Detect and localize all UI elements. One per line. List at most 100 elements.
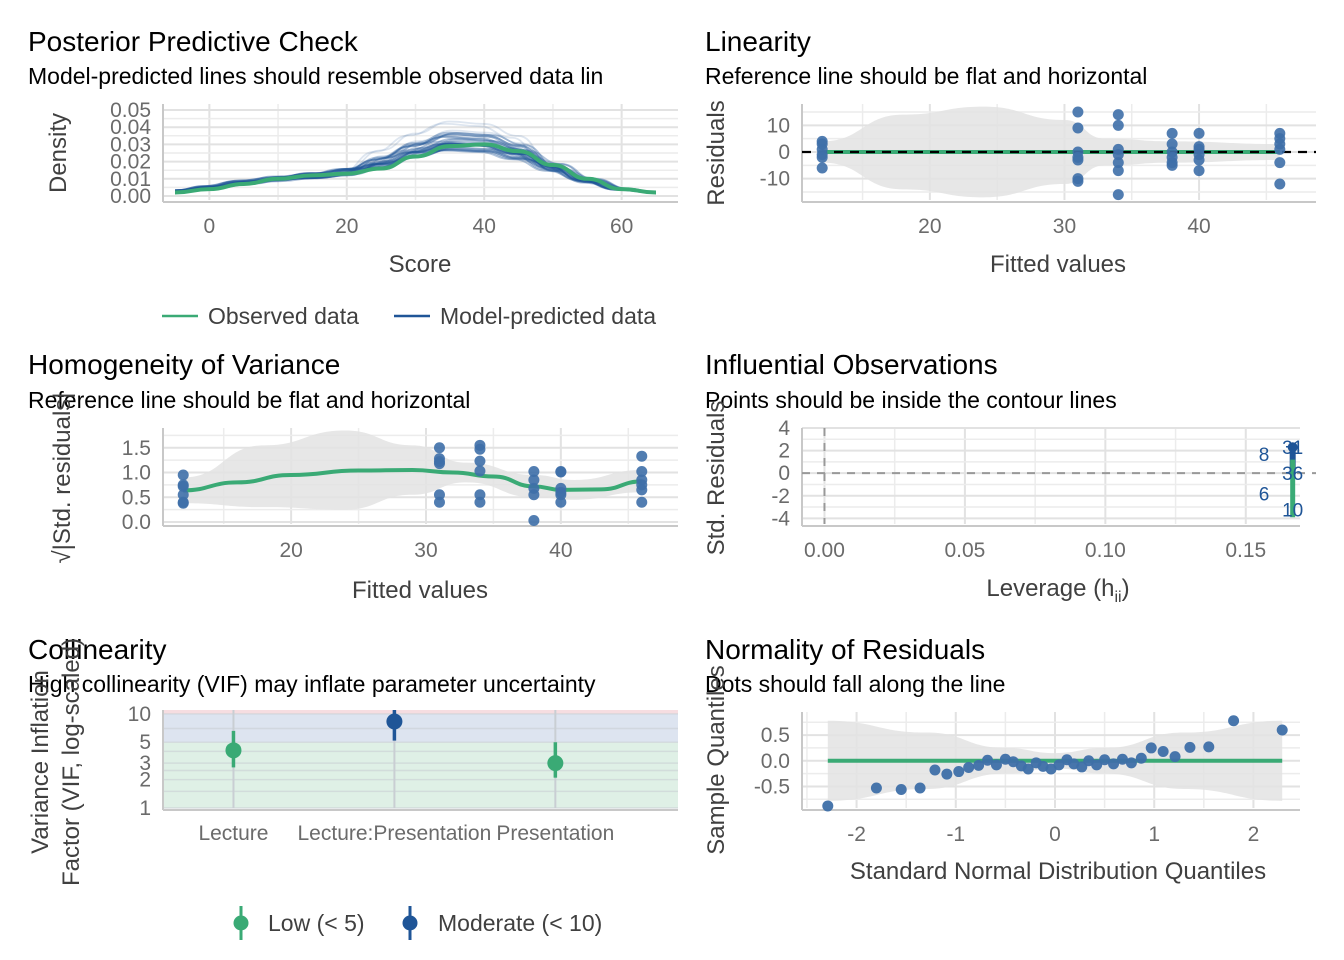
influential-x-axis-title-main: Leverage (h [986,575,1114,602]
panel-ppc: Posterior Predictive Check Model-predict… [28,26,678,329]
normality-point [870,782,882,794]
linearity-point [1072,106,1084,118]
normality-point [1091,759,1103,771]
normality-point [929,764,941,776]
ppc-y-axis-title: Density [45,113,72,193]
linearity-subtitle: Reference line should be flat and horizo… [705,63,1147,89]
normality-point [1135,752,1147,764]
ppc-subtitle: Model-predicted lines should resemble ob… [28,63,603,89]
linearity-point [1274,178,1286,190]
normality-point [1157,746,1169,758]
homogeneity-y-tick-label: 0.5 [122,486,151,509]
ppc-predicted-line [174,140,657,194]
linearity-point [1166,127,1178,139]
homogeneity-y-tick-label: 0.0 [122,511,151,534]
ppc-x-tick-label: 20 [335,215,358,238]
collinearity-low-zone [163,742,678,808]
normality-point [941,768,953,780]
homogeneity-smooth-line [183,468,642,493]
collinearity-plot-area: 1 235 10 Lecture Lecture:Presentation Present… [128,703,678,845]
normality-point [1116,753,1128,765]
linearity-y-axis-title: Residuals [703,100,730,205]
linearity-point [1166,138,1178,150]
influential-point-label: 6 [1259,485,1270,506]
homogeneity-y-tick-label: 1.5 [122,437,151,460]
influential-subtitle: Points should be inside the contour line… [705,387,1117,413]
collinearity-y-tick-label: 2 [139,769,151,792]
collinearity-point [386,713,403,730]
ppc-predicted-line [174,135,657,194]
influential-x-tick-label: 0.00 [804,539,845,562]
homogeneity-title: Homogeneity of Variance [28,349,340,380]
influential-point-label: 10 [1282,500,1303,521]
homogeneity-point [528,466,540,478]
collinearity-y-tick-label: 1 [139,797,151,820]
linearity-point [1112,109,1124,121]
collinearity-y-tick-label: 10 [128,703,151,726]
influential-x-axis-title: Leverage (hii) [986,575,1129,606]
panel-influential: Influential Observations Points should b… [703,349,1316,606]
linearity-point [1193,154,1205,166]
linearity-point [1193,127,1205,139]
linearity-y-tick-label: 0 [778,141,790,164]
influential-x-axis-title-end: ) [1122,575,1130,602]
collinearity-x-tick-label: Presentation [496,822,614,845]
ppc-x-axis-title: Score [389,251,452,278]
collinearity-subtitle: High collinearity (VIF) may inflate para… [28,671,596,697]
ppc-legend: Observed data Model-predicted data [162,303,656,329]
ppc-y-tick-label: 0.05 [110,99,151,122]
homogeneity-plot-area: 20 30 40 0.00.51.01.5 [122,428,678,562]
homogeneity-x-tick-label: 30 [414,539,437,562]
influential-y-tick-label: 4 [778,417,790,440]
normality-x-axis-title: Standard Normal Distribution Quantiles [850,858,1266,885]
panel-normality: Normality of Residuals Dots should fall … [703,634,1300,885]
normality-title: Normality of Residuals [705,634,985,665]
homogeneity-subtitle: Reference line should be flat and horizo… [28,387,470,413]
ppc-predicted-line [174,136,657,194]
legend-observed-label: Observed data [208,303,359,329]
collinearity-y-tick-label: 5 [139,731,151,754]
ppc-x-tick-label: 40 [473,215,496,238]
linearity-point [1112,189,1124,201]
collinearity-x-tick-label: Lecture:Presentation [298,822,492,845]
legend-low-label: Low (< 5) [268,910,365,936]
linearity-point [1274,143,1286,155]
normality-y-tick-label: -0.5 [754,775,790,798]
panel-collinearity: Collinearity High collinearity (VIF) may… [27,634,678,940]
linearity-point [1072,122,1084,134]
homogeneity-y-tick-label: 1.0 [122,462,151,485]
homogeneity-point [177,497,189,509]
linearity-point [1274,157,1286,169]
collinearity-y-tick-label: 3 [139,752,151,775]
normality-point [1228,715,1240,727]
linearity-title: Linearity [705,26,811,57]
homogeneity-point [636,450,648,462]
linearity-point [1166,159,1178,171]
normality-point [982,754,994,766]
normality-point [1099,754,1111,766]
linearity-x-tick-label: 20 [918,215,941,238]
legend-low-swatch-dot [233,915,249,931]
linearity-y-tick-label: -10 [760,168,790,191]
collinearity-title: Collinearity [28,634,167,665]
influential-y-tick-label: -2 [771,485,790,508]
ppc-predicted-line [174,142,657,194]
homogeneity-point [636,496,648,508]
homogeneity-point [528,515,540,527]
normality-point [1108,758,1120,770]
normality-point [1053,759,1065,771]
normality-point [1145,742,1157,754]
normality-plot-area: -2 -1 0 1 2 -0.50.0 0.5 [754,712,1300,846]
linearity-point [1112,119,1124,131]
legend-moderate-swatch-dot [402,915,418,931]
influential-x-tick-label: 0.05 [944,539,985,562]
influential-point [1287,442,1298,453]
homogeneity-point [555,496,567,508]
linearity-point [1112,157,1124,169]
homogeneity-point [528,474,540,486]
normality-x-tick-label: 2 [1248,823,1260,846]
legend-moderate-label: Moderate (< 10) [438,910,602,936]
linearity-point [1193,165,1205,177]
normality-point [1169,751,1181,763]
